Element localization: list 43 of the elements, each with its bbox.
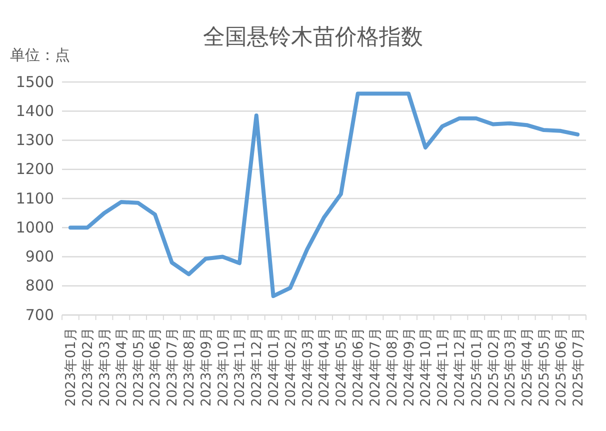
x-tick-label: 2024年02月: [282, 327, 299, 407]
x-tick-label: 2023年03月: [96, 327, 113, 407]
y-axis-title: 单位：点: [10, 46, 70, 64]
x-tick-label: 2023年05月: [130, 327, 147, 407]
y-tick-label: 1300: [16, 131, 54, 150]
x-tick-label: 2024年06月: [350, 327, 367, 407]
x-tick-label: 2024年07月: [367, 327, 384, 407]
x-tick-label: 2023年10月: [215, 327, 232, 407]
x-tick-label: 2024年11月: [435, 327, 452, 407]
y-tick-label: 1500: [16, 72, 54, 91]
y-tick-label: 1200: [16, 160, 54, 178]
x-tick-label: 2024年04月: [316, 327, 333, 407]
x-tick-label: 2024年05月: [334, 327, 350, 407]
x-tick-label: 2024年10月: [418, 327, 434, 407]
x-tick-label: 2025年06月: [553, 327, 570, 407]
x-tick-label: 2024年03月: [300, 327, 316, 407]
y-tick-label: 1400: [16, 102, 54, 120]
chart-title: 全国悬铃木苗价格指数: [203, 25, 423, 50]
x-tick-label: 2025年03月: [502, 327, 519, 407]
x-tick-label: 2025年04月: [520, 327, 536, 407]
x-tick-label: 2024年01月: [266, 327, 282, 407]
x-tick-label: 2023年02月: [80, 327, 96, 407]
x-tick-label: 2025年07月: [570, 327, 586, 407]
x-tick-label: 2023年12月: [249, 327, 266, 407]
x-tick-label: 2025年02月: [486, 327, 502, 407]
x-tick-label: 2024年12月: [452, 327, 468, 407]
y-tick-label: 700: [25, 306, 54, 324]
x-tick-label: 2023年08月: [182, 327, 198, 407]
line-series: [68, 92, 580, 298]
x-tick-label: 2023年04月: [114, 327, 130, 407]
x-tick-label: 2024年09月: [401, 327, 418, 407]
x-tick-label: 2024年08月: [384, 327, 400, 407]
x-tick-label: 2023年01月: [63, 327, 80, 407]
y-tick-label: 900: [25, 248, 54, 266]
x-tick-label: 2023年11月: [232, 327, 248, 407]
x-tick-label: 2025年01月: [468, 327, 485, 407]
x-tick-label: 2025年05月: [536, 327, 552, 407]
y-tick-label: 1100: [16, 189, 54, 208]
x-tick-label: 2023年09月: [198, 327, 214, 407]
y-tick-label: 1000: [16, 218, 54, 236]
y-tick-label: 800: [25, 276, 54, 295]
x-tick-label: 2023年06月: [148, 327, 164, 407]
x-tick-label: 2023年07月: [164, 327, 181, 407]
